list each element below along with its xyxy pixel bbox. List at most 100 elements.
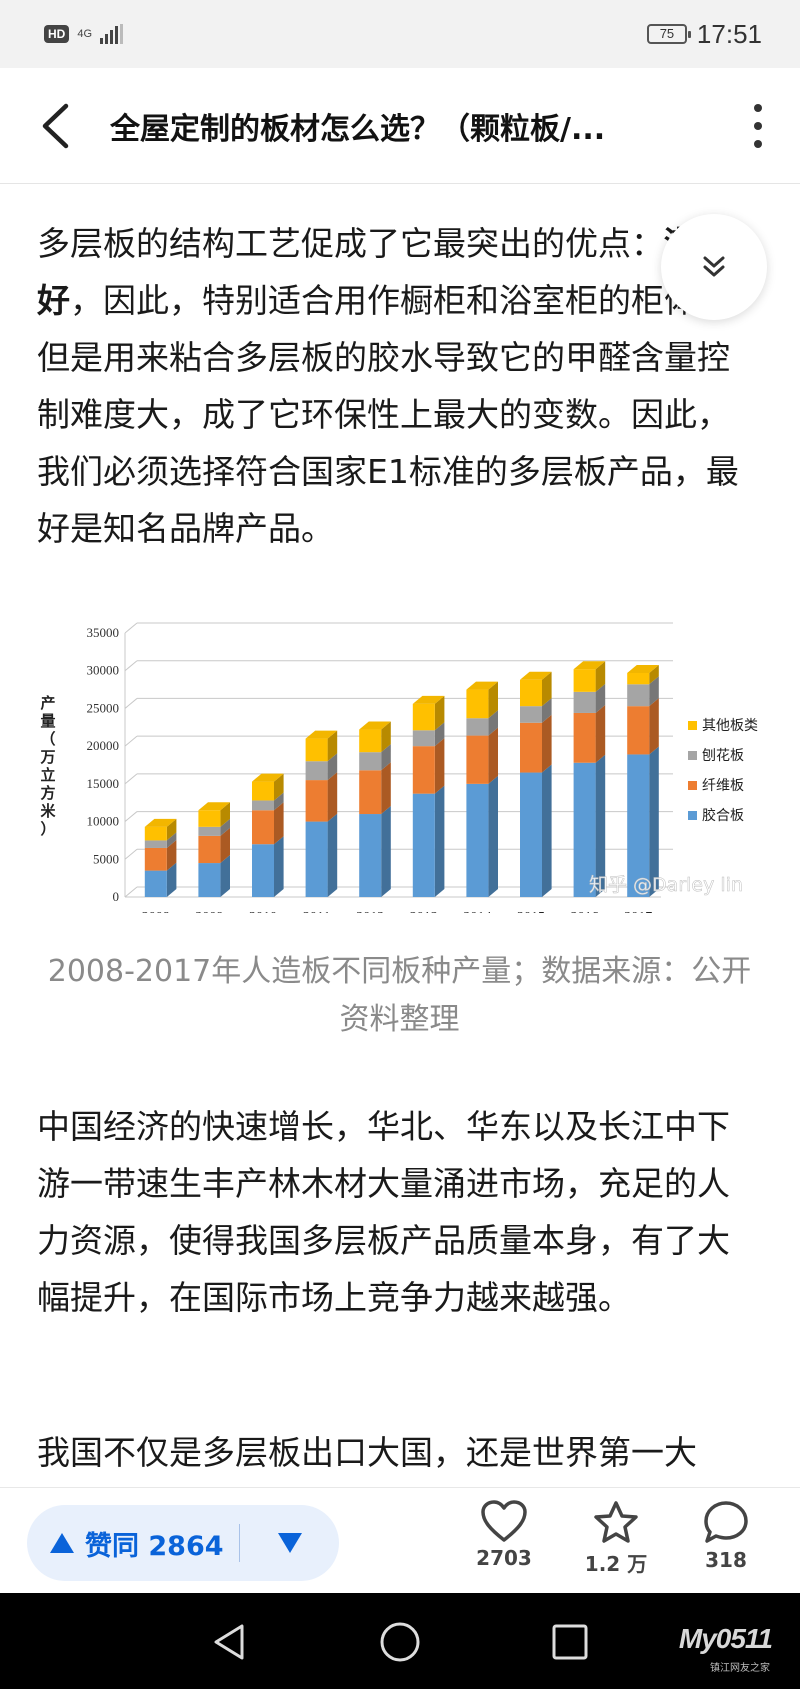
chart-bar (466, 783, 489, 897)
chart-ytick-label: 25000 (87, 700, 120, 715)
chart-bar (466, 689, 489, 719)
triangle-up-icon (50, 1533, 74, 1553)
chart-bar-top (144, 818, 177, 827)
chart-bar (144, 826, 167, 841)
network-type: 4G (77, 27, 93, 40)
chart-xtick-label: 2011 (303, 910, 330, 913)
nav-home-button[interactable] (375, 1617, 425, 1667)
chart-bar-side (166, 839, 177, 871)
chart-legend-label: 胶合板 (702, 807, 744, 824)
back-arrow-icon (42, 103, 69, 148)
chart-bar (252, 810, 274, 845)
chart-bar-side (274, 802, 284, 845)
upvote-label: 赞同 2864 (85, 1530, 224, 1562)
comment-count: 318 (705, 1548, 747, 1572)
chart-bar (305, 738, 328, 762)
chart-legend-swatch (688, 751, 697, 760)
nav-recents-button[interactable] (545, 1617, 595, 1667)
chart-bar-top (252, 773, 284, 782)
chart-bar-top (627, 664, 659, 673)
chart-xtick-label: 2017 (624, 910, 652, 913)
para3-text: 我国不仅是多层板出口大国，还是世界第一大 (37, 1433, 697, 1472)
comment-button[interactable]: 318 (681, 1500, 771, 1572)
chart-ylabel-char: 万 (39, 748, 55, 766)
chart-bar-side (595, 704, 606, 763)
chart-bar-side (595, 754, 606, 897)
chart-bar (520, 679, 542, 707)
status-right: 75 17:51 (646, 19, 762, 50)
chart-bar (144, 847, 167, 871)
chart-ytick-label: 20000 (87, 738, 120, 753)
chart-bar-side (595, 683, 606, 713)
chart-legend-swatch (688, 721, 697, 730)
chart-bar-side (434, 738, 445, 794)
chart-bar (252, 800, 274, 811)
chart-grid-depth (124, 886, 138, 898)
chart-bar-side (166, 832, 177, 848)
chart-ytick-label: 30000 (87, 663, 120, 678)
chart-bar-side (381, 721, 391, 753)
chart-ylabel-char: （ (40, 730, 55, 748)
downvote-button[interactable] (240, 1505, 339, 1581)
chart-xtick-label: 2014 (463, 910, 491, 913)
upvote-button[interactable]: 赞同 2864 (27, 1505, 239, 1581)
system-nav-bar: My0511 镇江网友之家 (0, 1593, 800, 1689)
chart-bar-top (466, 681, 498, 690)
chart-legend-label: 刨花板 (702, 748, 744, 764)
production-chart: 0 5000 10000 15000 20000 25000 30000 35000 产量（万立… (33, 603, 778, 925)
chart-bar-side (649, 664, 659, 685)
article-para-2: 中国经济的快速增长，华北、华东以及长江中下游一带速生丰产林木材大量涌进市场，充足… (37, 1098, 762, 1326)
back-button[interactable] (0, 68, 110, 184)
chart-xtick-label: 2009 (195, 910, 223, 913)
chart-bar-side (327, 772, 338, 822)
chart-grid-depth (124, 698, 138, 709)
chart-bar-side (327, 730, 338, 762)
chart-bar (359, 814, 382, 897)
chart-bar (412, 730, 435, 747)
chart-bar (144, 870, 167, 897)
action-bar: 赞同 2864 2703 1.2 万 318 (0, 1487, 800, 1593)
chart-bar-side (220, 855, 230, 897)
chart-bar (627, 684, 650, 707)
chart-grid-depth (124, 660, 138, 672)
chart-grid-depth (124, 622, 138, 634)
chart-bar-side (434, 722, 445, 747)
chart-bar-side (488, 775, 498, 897)
chart-bar (359, 752, 382, 771)
nav-back-button[interactable] (205, 1617, 255, 1667)
chart-xtick-label: 2010 (249, 910, 277, 913)
chart-bar-side (488, 681, 498, 719)
chart-grid-depth (124, 848, 138, 860)
chart-ytick-label: 35000 (87, 625, 120, 640)
chart-bar-side (327, 753, 338, 781)
site-watermark-logo: My0511 (678, 1623, 773, 1654)
favorite-button[interactable]: 1.2 万 (571, 1500, 661, 1577)
chart-ytick-label: 5000 (93, 851, 119, 866)
chart-bar-side (649, 676, 659, 707)
chart-bar-side (381, 762, 391, 815)
chart-bar (252, 781, 274, 801)
chart-bar-side (434, 785, 445, 897)
chart-bar (305, 780, 328, 822)
more-options-icon[interactable] (746, 104, 770, 148)
chart-bar (412, 793, 435, 897)
chart-bar (412, 703, 435, 731)
article-header: 全屋定制的板材怎么选？（颗粒板/... (0, 68, 800, 184)
heart-icon (481, 1500, 527, 1542)
para1-text-b: ，因此，特别适合用作橱柜和浴室柜的柜体；但是用来粘合多层板的胶水导致它的甲醛含量… (37, 281, 739, 548)
chart-grid-depth (124, 735, 138, 747)
chart-bar-side (220, 818, 230, 836)
chart-xtick-label: 2015 (517, 910, 545, 913)
chart-bar (305, 821, 328, 897)
chart-bar (198, 863, 221, 897)
chart-ylabel-char: 产 (40, 694, 55, 712)
chart-bar (627, 672, 650, 685)
collapse-button[interactable] (661, 214, 767, 320)
chart-bar (627, 754, 650, 897)
chart-legend-label: 其他板类 (702, 718, 758, 734)
like-button[interactable]: 2703 (459, 1500, 549, 1570)
chart-bar (573, 669, 596, 692)
chart-bar (520, 706, 542, 723)
chart-bar-side (649, 746, 659, 897)
chart-bar-side (542, 714, 552, 773)
